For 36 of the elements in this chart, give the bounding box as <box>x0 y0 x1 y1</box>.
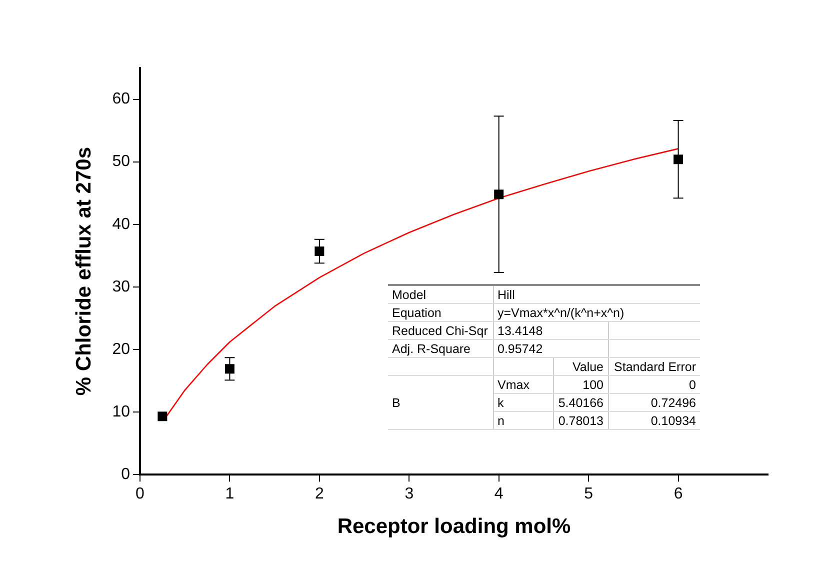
annotation: Equation <box>388 304 493 322</box>
annotation: n <box>493 412 553 430</box>
y-tick-label: 0 <box>121 466 130 484</box>
annotation: Reduced Chi-Sqr <box>388 322 493 340</box>
annotation: 0.78013 <box>553 412 608 430</box>
annotation: Standard Error <box>608 358 700 376</box>
annotation: 0.95742 <box>493 340 608 358</box>
annotation: Adj. R-Square <box>388 340 493 358</box>
annotation: Vmax <box>493 376 553 394</box>
annotation: Hill <box>493 285 700 304</box>
y-tick-label: 50 <box>112 153 130 170</box>
x-tick-label: 2 <box>314 486 324 503</box>
annotation: 0.72496 <box>608 394 700 412</box>
annotation: 13.4148 <box>493 322 608 340</box>
y-tick-label: 40 <box>112 216 130 233</box>
annotation: 5.40166 <box>553 394 608 412</box>
x-tick-label: 3 <box>404 486 414 503</box>
y-tick-label: 60 <box>112 90 130 108</box>
annotation: k <box>493 394 553 412</box>
y-axis-title: % Chloride efflux at 270s <box>72 147 96 396</box>
annotation: Value <box>553 358 608 376</box>
y-tick-label: 30 <box>112 278 130 296</box>
x-axis-title: Receptor loading mol% <box>337 515 572 538</box>
annotation: 0 <box>608 376 700 394</box>
x-tick-label: 6 <box>674 486 683 503</box>
x-tick-label: 4 <box>494 486 504 503</box>
annotation: Model <box>388 285 493 304</box>
annotation: y=Vmax*x^n/(k^n+x^n) <box>493 304 700 322</box>
y-tick-label: 10 <box>112 403 130 420</box>
x-tick-label: 1 <box>225 486 234 503</box>
annotation: B <box>388 376 493 430</box>
y-tick-label: 20 <box>112 340 130 358</box>
x-tick-label: 0 <box>136 486 145 503</box>
x-tick-label: 5 <box>584 486 594 503</box>
annotation: 100 <box>553 376 608 394</box>
annotation: 0.10934 <box>608 412 700 430</box>
